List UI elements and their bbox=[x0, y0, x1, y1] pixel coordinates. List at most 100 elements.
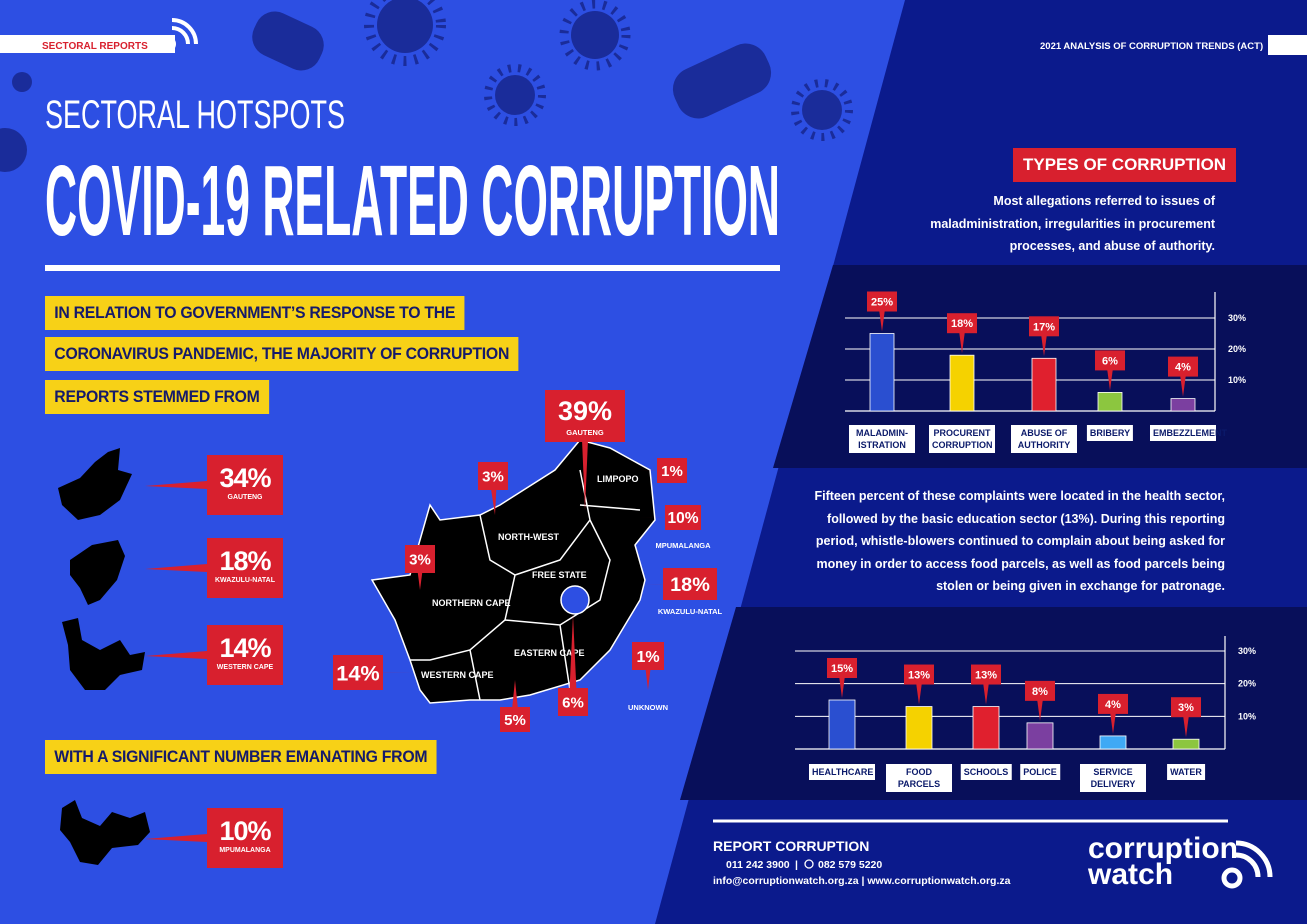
callout-value: 39% bbox=[558, 396, 612, 426]
types-text: Most allegations referred to issues of m… bbox=[930, 194, 1215, 253]
sectors-text: Fifteen percent of these complaints were… bbox=[814, 489, 1225, 593]
callout-value: 5% bbox=[504, 712, 526, 729]
x-tick-label: EMBEZZLEMENT bbox=[1150, 425, 1227, 441]
bar bbox=[949, 354, 975, 412]
title-kicker: SECTORAL HOTSPOTS bbox=[45, 93, 345, 137]
card-name: KWAZULU-NATAL bbox=[214, 577, 275, 584]
value-label: 8% bbox=[1032, 686, 1048, 698]
x-tick-label: ABUSE OF AUTHORITY bbox=[1011, 425, 1077, 453]
callout-name: UNKNOWN bbox=[628, 703, 668, 712]
logo-text: corruption bbox=[1088, 832, 1238, 865]
title-main: COVID-19 RELATED CORRUPTION bbox=[45, 145, 780, 257]
x-tick-label: FOOD PARCELS bbox=[886, 764, 952, 792]
callout-value: 3% bbox=[409, 551, 431, 568]
y-tick-label: 10% bbox=[1228, 375, 1246, 385]
x-tick-label: HEALTHCARE bbox=[809, 764, 875, 780]
y-tick-label: 30% bbox=[1228, 313, 1246, 323]
x-tick-label: POLICE bbox=[1020, 764, 1060, 780]
callout-box bbox=[632, 642, 664, 670]
header-bar bbox=[0, 35, 175, 53]
value-label: 13% bbox=[908, 670, 930, 682]
callout-name: GAUTENG bbox=[566, 428, 604, 437]
value-label: 3% bbox=[1178, 702, 1194, 714]
region-label: FREE STATE bbox=[532, 570, 587, 580]
callout-box bbox=[478, 462, 508, 490]
value-label-box bbox=[1029, 316, 1059, 337]
y-tick-label: 10% bbox=[1238, 711, 1256, 721]
callout-value: 10% bbox=[667, 510, 698, 527]
sa-map bbox=[370, 439, 656, 704]
card-pointer bbox=[145, 564, 207, 572]
value-label-box bbox=[904, 664, 934, 685]
y-tick-label: 20% bbox=[1238, 679, 1256, 689]
value-label: 15% bbox=[831, 663, 853, 675]
card-name: GAUTENG bbox=[227, 494, 263, 501]
callout-box bbox=[558, 688, 588, 716]
bar bbox=[905, 706, 933, 750]
value-label: 13% bbox=[975, 670, 997, 682]
types-heading: TYPES OF CORRUPTION bbox=[1013, 148, 1237, 182]
callout-value: 3% bbox=[482, 468, 504, 485]
card-pointer bbox=[145, 651, 207, 659]
x-tick-label: SERVICE DELIVERY bbox=[1080, 764, 1146, 792]
value-label: 18% bbox=[951, 318, 973, 330]
callout-box bbox=[663, 568, 717, 600]
value-label-box bbox=[1025, 680, 1055, 701]
province-card: 14% WESTERN CAPE bbox=[207, 625, 283, 685]
value-label-box bbox=[971, 664, 1001, 685]
region-label: NORTH-WEST bbox=[498, 532, 559, 542]
card-value: 10% bbox=[219, 816, 271, 846]
card-value: 18% bbox=[219, 546, 271, 576]
whatsapp-icon bbox=[804, 859, 814, 869]
card-pointer bbox=[145, 834, 207, 842]
province-card: 10% MPUMALANGA bbox=[207, 808, 283, 868]
province-card: 34% GAUTENG bbox=[207, 455, 283, 515]
x-tick-label: WATER bbox=[1167, 764, 1205, 780]
callout-box bbox=[405, 545, 435, 573]
callout-pointer bbox=[569, 615, 577, 702]
value-label-box bbox=[1098, 693, 1128, 714]
bar bbox=[972, 706, 1000, 750]
callout-box bbox=[657, 458, 687, 483]
province-silhouettes bbox=[58, 448, 150, 865]
y-tick-label: 30% bbox=[1238, 646, 1256, 656]
footer-contact: info@corruptionwatch.org.za | www.corrup… bbox=[713, 875, 1011, 887]
header-left: SECTORAL REPORTS bbox=[42, 41, 148, 52]
value-label-box bbox=[867, 291, 897, 312]
callout-box bbox=[333, 655, 383, 690]
virus-decoration bbox=[0, 0, 853, 172]
bar bbox=[1170, 398, 1196, 412]
region-label: WESTERN CAPE bbox=[421, 670, 494, 680]
footer-separator: | bbox=[795, 859, 798, 871]
value-label-box bbox=[1095, 350, 1125, 371]
logo-text: watch bbox=[1087, 858, 1173, 891]
region-label: NORTHERN CAPE bbox=[432, 598, 511, 608]
callout-box bbox=[665, 505, 701, 530]
intro-line: REPORTS STEMMED FROM bbox=[45, 380, 269, 414]
card-pointer bbox=[145, 481, 207, 489]
region-label: EASTERN CAPE bbox=[514, 648, 585, 658]
bar bbox=[1026, 722, 1054, 750]
callout-value: 6% bbox=[562, 694, 584, 711]
callout-box bbox=[500, 707, 530, 732]
bar bbox=[1097, 391, 1123, 412]
title-rule bbox=[45, 265, 780, 271]
value-label: 25% bbox=[871, 297, 893, 309]
callout-value: 1% bbox=[636, 649, 659, 666]
footer-heading: REPORT CORRUPTION bbox=[713, 838, 869, 854]
y-tick-label: 20% bbox=[1228, 344, 1246, 354]
value-label-box bbox=[947, 313, 977, 334]
province-card: 18% KWAZULU-NATAL bbox=[207, 538, 283, 598]
logo-icon bbox=[160, 18, 198, 52]
value-label-box bbox=[1168, 356, 1198, 377]
header-bar bbox=[1268, 35, 1307, 55]
card-value: 14% bbox=[219, 633, 271, 663]
footer-phone: 011 242 3900 bbox=[726, 859, 790, 871]
card-name: WESTERN CAPE bbox=[216, 664, 274, 671]
intro-line: CORONAVIRUS PANDEMIC, THE MAJORITY OF CO… bbox=[45, 337, 519, 371]
bar bbox=[1172, 738, 1200, 750]
value-label: 4% bbox=[1105, 699, 1121, 711]
value-label-box bbox=[827, 658, 857, 678]
callout-name: MPUMALANGA bbox=[656, 541, 712, 550]
